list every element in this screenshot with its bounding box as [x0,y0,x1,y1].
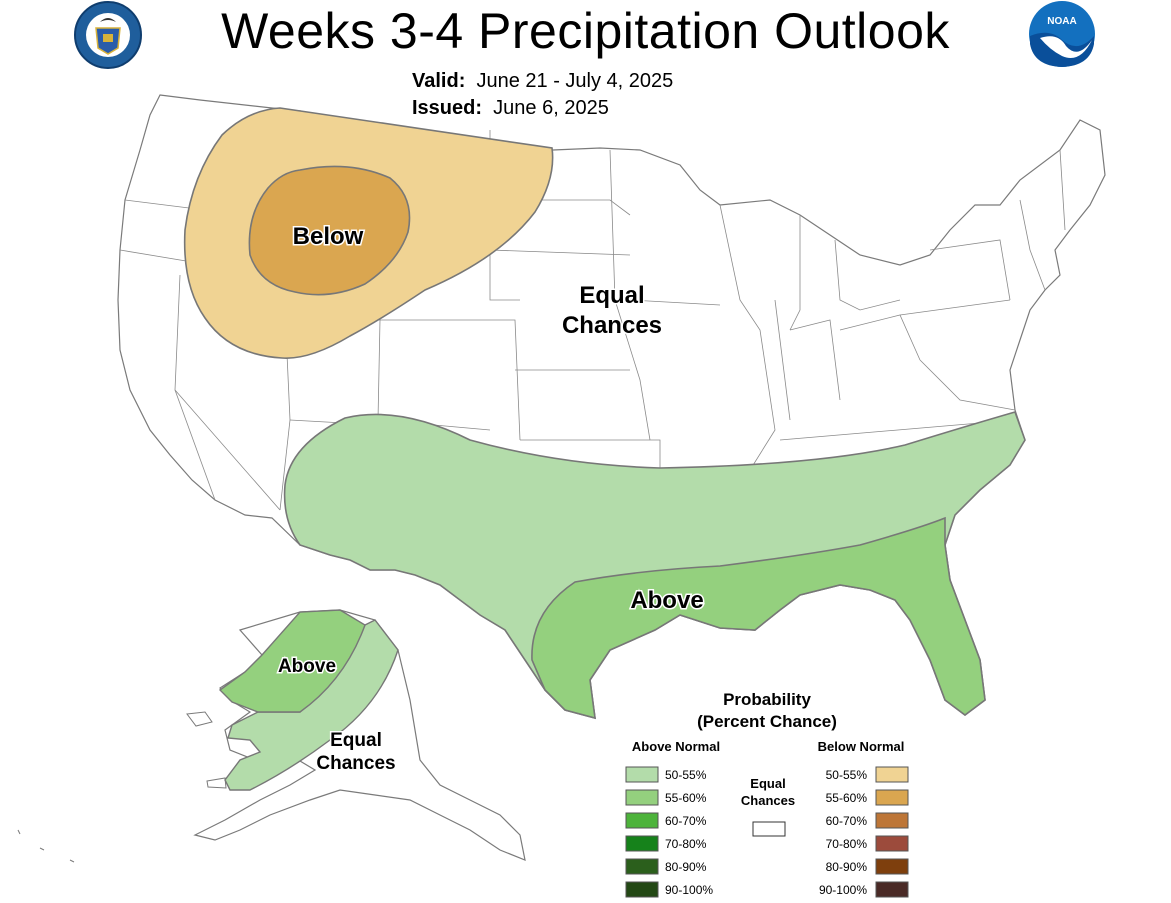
legend-below-item-swatch [875,812,909,829]
legend-above-item-label: 55-60% [665,791,707,805]
alaska-label-equal-line1: Equal [330,730,382,751]
legend-below-item-label: 60-70% [826,814,868,828]
legend-title-line2: (Percent Chance) [697,712,837,731]
legend-below-header: Below Normal [818,739,905,754]
legend-equal-line2: Chances [741,793,795,808]
map-label-below: Below [293,223,364,250]
legend-below-item-swatch [875,766,909,783]
valid-value: June 21 - July 4, 2025 [476,70,674,92]
legend-above-item-label: 60-70% [665,814,707,828]
map-label-equal-line2: Chances [562,312,662,339]
legend-title-line1: Probability [723,690,811,709]
commerce-seal-logo [74,1,142,69]
page-title: Weeks 3-4 Precipitation Outlook [221,3,950,59]
valid-label: Valid: [412,70,466,92]
legend-above-rows: 50-55% 55-60% 60-70% 70-80% 80-90% 90-100% [625,766,713,898]
below-55-60-region [248,165,411,296]
legend-above-item-label: 80-90% [665,860,707,874]
legend-above-item-swatch [625,812,659,829]
noaa-logo-text: NOAA [1047,16,1076,27]
legend-equal-line1: Equal [750,776,785,791]
alaska-label-above: Above [278,656,336,677]
legend-below-item-label: 50-55% [826,768,868,782]
legend-below-item-label: 90-100% [819,883,867,897]
legend-below-item-swatch [875,789,909,806]
legend-above-item-label: 50-55% [665,768,707,782]
legend: Probability (Percent Chance) Above Norma… [625,690,909,898]
legend-below-item-label: 80-90% [826,860,868,874]
legend-below-item-swatch [875,881,909,898]
issued-value: June 6, 2025 [493,97,609,119]
map-label-above: Above [630,587,703,614]
legend-above-item-label: 90-100% [665,883,713,897]
issued-label: Issued: [412,97,483,119]
legend-above-item-label: 70-80% [665,837,707,851]
alaska-islands [17,711,227,863]
above-50-55-region [283,411,1026,720]
legend-below-rows: 50-55% 55-60% 60-70% 70-80% 80-90% 90-100% [819,766,909,898]
legend-above-item-swatch [625,789,659,806]
legend-below-item-label: 70-80% [826,837,868,851]
above-55-60-region [531,516,986,720]
legend-below-item-label: 55-60% [826,791,868,805]
legend-above-item-swatch [625,881,659,898]
legend-above-item-swatch [625,766,659,783]
noaa-logo: NOAA [1029,1,1095,67]
legend-below-item-swatch [875,858,909,875]
issued-date: Issued: June 6, 2025 [412,97,609,120]
legend-above-header: Above Normal [632,739,720,754]
valid-dates: Valid: June 21 - July 4, 2025 [412,70,673,93]
alaska-above-55-60-region [218,609,366,713]
legend-equal-swatch [752,821,786,837]
legend-below-item-swatch [875,835,909,852]
legend-above-item-swatch [625,835,659,852]
alaska-label-equal-line2: Chances [316,753,395,774]
map-label-equal-line1: Equal [579,282,644,309]
legend-above-item-swatch [625,858,659,875]
